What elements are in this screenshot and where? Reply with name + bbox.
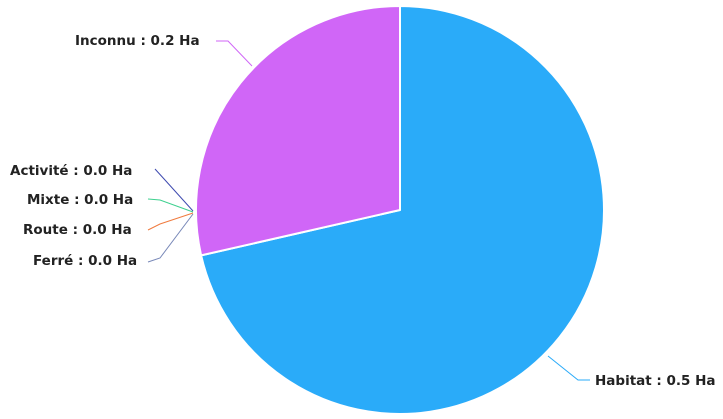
slice-label-mixte: Mixte : 0.0 Ha: [27, 192, 133, 208]
slice-label-inconnu: Inconnu : 0.2 Ha: [75, 33, 200, 49]
leader-line-route: [147, 212, 194, 231]
pie-labels: Habitat : 0.5 Ha Ferré : 0.0 Ha Route : 0.…: [10, 33, 716, 389]
slice-label-habitat: Habitat : 0.5 Ha: [595, 373, 716, 389]
slice-label-route: Route : 0.0 Ha: [23, 222, 132, 238]
pie-slices: [195, 5, 605, 415]
leader-line-habitat: [547, 355, 590, 381]
pie-leader-lines: [147, 40, 590, 381]
leader-line-inconnu: [216, 40, 253, 67]
leader-line-activite: [154, 168, 194, 212]
pie-slice-habitat[interactable]: [200, 5, 605, 415]
pie-slice-inconnu[interactable]: [195, 5, 401, 257]
slice-label-activite: Activité : 0.0 Ha: [10, 163, 132, 179]
leader-line-mixte: [147, 198, 194, 213]
leader-line-ferre: [147, 213, 194, 263]
slice-label-ferre: Ferré : 0.0 Ha: [33, 253, 137, 269]
